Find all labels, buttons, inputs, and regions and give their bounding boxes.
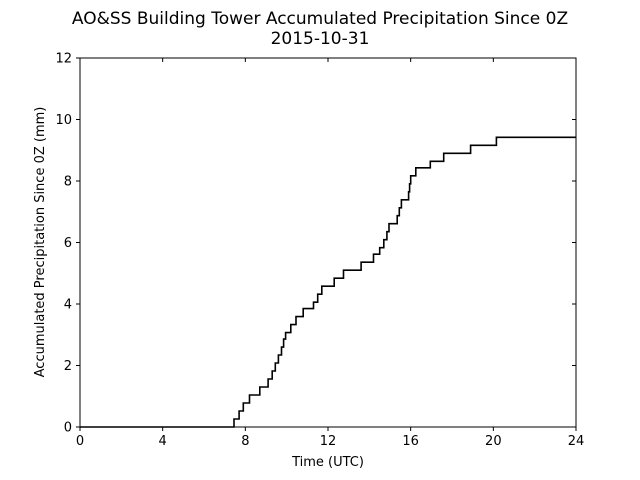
y-tick-label: 10 — [55, 113, 72, 128]
y-tick-label: 0 — [64, 421, 72, 436]
x-tick-label: 20 — [485, 434, 502, 449]
accumulated-precipitation-line — [80, 136, 576, 428]
y-tick-label: 2 — [64, 359, 72, 374]
y-tick-label: 8 — [64, 175, 72, 190]
chart-title: AO&SS Building Tower Accumulated Precipi… — [72, 9, 568, 29]
x-tick-label: 0 — [76, 434, 84, 449]
y-axis-label: Accumulated Precipitation Since 0Z (mm) — [33, 107, 48, 378]
x-axis-label: Time (UTC) — [291, 455, 364, 470]
x-tick-label: 12 — [320, 434, 337, 449]
x-tick-label: 24 — [568, 434, 585, 449]
plot-area-frame — [79, 57, 577, 428]
x-tick-label: 16 — [402, 434, 419, 449]
y-tick-label: 12 — [55, 52, 72, 67]
y-tick-label: 6 — [64, 236, 72, 251]
chart-subtitle: 2015-10-31 — [271, 29, 370, 49]
x-tick-label: 8 — [241, 434, 249, 449]
x-tick-label: 4 — [159, 434, 167, 449]
y-tick-label: 4 — [64, 298, 72, 313]
